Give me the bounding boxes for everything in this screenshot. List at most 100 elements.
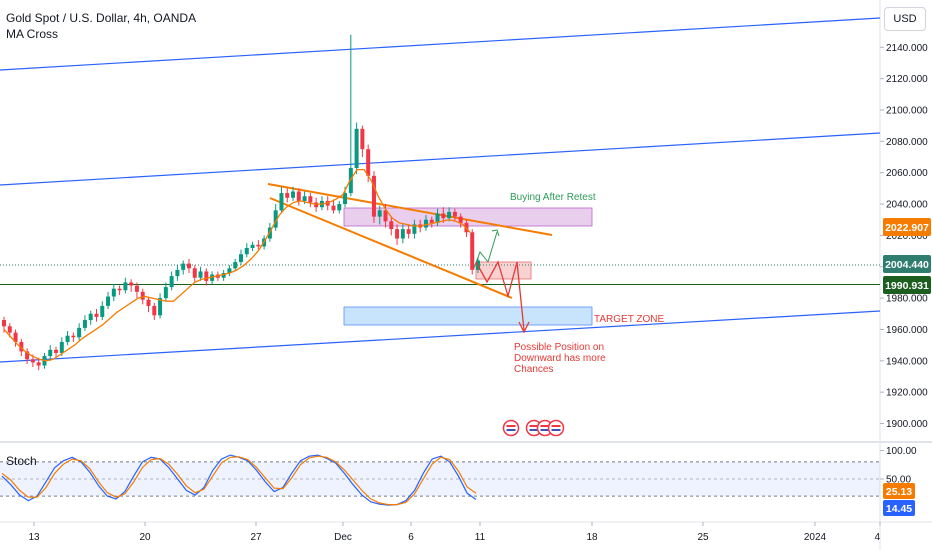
channel-upper-line (0, 17, 881, 71)
candle-body (302, 196, 307, 201)
annotation-possible-position: Possible Position on (514, 342, 604, 353)
price-tick-label: 1940.000 (886, 356, 928, 367)
candle-body (7, 326, 12, 333)
candle-body (244, 247, 249, 255)
candle-body (470, 232, 475, 270)
us-event-flag-icon (502, 419, 520, 437)
flag-icon-stripe (529, 425, 539, 427)
chart-legend: Gold Spot / U.S. Dollar, 4h, OANDA MA Cr… (6, 10, 196, 42)
stoch-pane-label: Stoch (6, 454, 37, 468)
candle-body (273, 210, 278, 228)
candle-body (337, 204, 342, 211)
candle-body (377, 210, 382, 217)
bullish-arrow-line (487, 231, 498, 263)
candle-body (360, 128, 365, 150)
candle-body (140, 291, 145, 300)
candle-body (71, 335, 76, 338)
bullish-arrowhead (491, 229, 500, 237)
candle-body (65, 335, 70, 342)
time-tick-label: 20 (139, 532, 151, 543)
candle-body (204, 271, 209, 281)
currency-button[interactable]: USD (884, 7, 926, 31)
price-tick-label: 1980.000 (886, 294, 928, 305)
candle-body (36, 362, 41, 366)
time-tick-label: 6 (408, 532, 414, 543)
annotation-target-zone: TARGET ZONE (594, 314, 665, 325)
stoch-label-value: 14.45 (886, 503, 912, 515)
price-tick-label: 1900.000 (886, 419, 928, 430)
candle-body (192, 268, 197, 278)
candle-body (82, 320, 87, 328)
price-tick-label: 2080.000 (886, 137, 928, 148)
time-tick-label: 18 (586, 532, 598, 543)
stoch-series-line (1, 455, 477, 506)
annotation-possible-position: Chances (514, 364, 553, 375)
price-tick-label: 2100.000 (886, 106, 928, 117)
candle-body (77, 327, 82, 338)
candle-body (354, 128, 359, 168)
candle-body (233, 262, 238, 269)
target-zone (343, 306, 593, 326)
candle-body (366, 149, 371, 176)
annotation-possible-position: Downward has more (514, 353, 606, 364)
candle-body (163, 287, 168, 299)
stoch-label-value: 25.13 (886, 486, 912, 498)
candle-body (395, 229, 400, 239)
candle-body (25, 351, 30, 360)
flag-icon-stripe (551, 429, 561, 431)
flag-icon-stripe (540, 429, 550, 431)
price-label-box (883, 255, 931, 273)
price-label-value: 2022.907 (885, 222, 929, 234)
candle-body (389, 221, 394, 230)
indicator-label[interactable]: MA Cross (6, 27, 59, 41)
candle-body (291, 191, 296, 198)
candle-body (441, 213, 446, 219)
candle-body (186, 263, 191, 269)
candle-body (123, 282, 128, 291)
price-tick-label: 2040.000 (886, 200, 928, 211)
candle-body (2, 320, 6, 327)
stoch-label-box (883, 500, 915, 516)
candle-body (117, 288, 122, 291)
price-pane (0, 0, 880, 441)
price-tick-label: 2020.000 (886, 231, 928, 242)
annotation-buying-after-retest: Buying After Retest (510, 192, 596, 203)
candle-body (198, 271, 203, 278)
time-tick-label: 27 (250, 532, 262, 543)
candle-body (227, 268, 232, 274)
candle-body (48, 349, 53, 357)
wedge-upper-line (267, 183, 553, 236)
candle-body (30, 359, 35, 363)
flag-icon-stripe (529, 429, 539, 431)
candle-body (13, 332, 18, 342)
candle-body (250, 244, 255, 248)
stoch-tick-label: 50.00 (886, 475, 911, 486)
time-tick-label: 2024 (804, 532, 827, 543)
ma-cross-line (3, 168, 471, 362)
channel-middle-line (0, 132, 881, 186)
candle-body (111, 288, 116, 297)
candle-body (412, 224, 417, 234)
candle-body (210, 274, 215, 281)
candle-body (169, 276, 174, 288)
candle-body (106, 296, 111, 306)
price-label-value: 1990.931 (885, 280, 929, 292)
candle-body (458, 216, 463, 223)
flag-icon-stripe (540, 425, 550, 427)
flag-icon-ring (502, 419, 520, 437)
candle-body (279, 193, 284, 211)
candle-body (158, 298, 163, 316)
stoch-tick-label: 100.00 (886, 446, 917, 457)
time-tick-label: 25 (697, 532, 709, 543)
candle-body (423, 219, 428, 228)
candle-body (400, 229, 405, 239)
symbol-title[interactable]: Gold Spot / U.S. Dollar, 4h, OANDA (6, 11, 197, 25)
candle-body (152, 305, 157, 316)
time-tick-label: 13 (28, 532, 40, 543)
price-tick-label: 1960.000 (886, 325, 928, 336)
flag-icon-ring (547, 419, 565, 437)
candle-body (343, 193, 348, 205)
candle-body (308, 196, 313, 203)
